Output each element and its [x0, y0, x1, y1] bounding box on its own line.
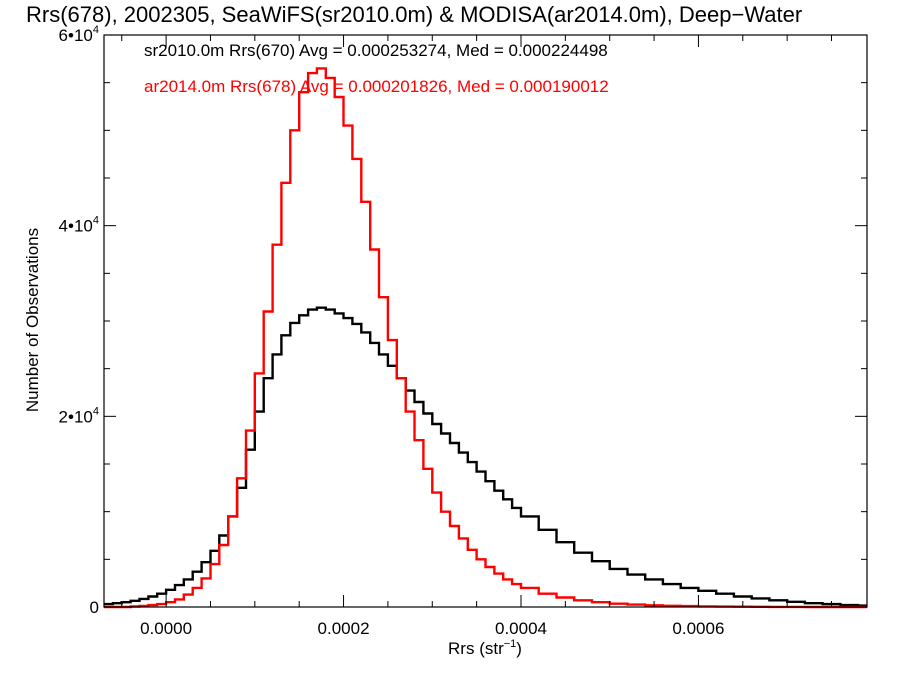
y-tick-label: 2•104 [59, 405, 99, 426]
x-axis-label: Rrs (str−1) [448, 638, 522, 658]
y-tick-label: 6•104 [59, 24, 99, 45]
axes-group: 0.0000 0.0002 0.0004 0.0006 0 2•104 4•104 6•104 [59, 24, 868, 638]
series-group [104, 67, 867, 609]
chart-title: Rrs(678), 2002305, SeaWiFS(sr2010.0m) & … [26, 2, 802, 27]
x-axis-label-sup: −1 [504, 638, 517, 650]
series-line-1 [104, 67, 867, 609]
plot-frame [103, 34, 868, 608]
x-axis-label-suffix: ) [516, 639, 522, 658]
x-axis-label-main: Rrs (str [448, 639, 504, 658]
x-tick-label: 0.0006 [672, 619, 724, 638]
y-axis-label: Number of Observations [23, 228, 42, 412]
y-tick-label: 0 [90, 598, 99, 617]
x-tick-label: 0.0004 [495, 619, 547, 638]
x-tick-label: 0.0002 [318, 619, 370, 638]
legend-entry-black: sr2010.0m Rrs(670) Avg = 0.000253274, Me… [144, 41, 608, 60]
legend-entry-red: ar2014.0m Rrs(678) Avg = 0.000201826, Me… [144, 77, 609, 96]
x-tick-label: 0.0000 [140, 619, 192, 638]
y-tick-label: 4•104 [59, 215, 99, 236]
